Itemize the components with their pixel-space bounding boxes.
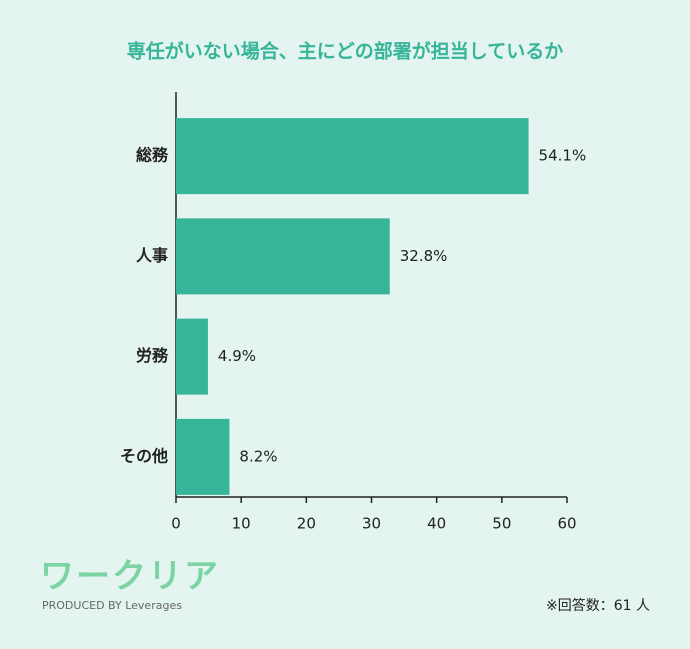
logo-sub: PRODUCED BY Leverages bbox=[42, 599, 182, 612]
x-tick-label: 0 bbox=[171, 515, 181, 533]
y-tick-label: 労務 bbox=[136, 346, 169, 365]
y-tick-label: その他 bbox=[120, 446, 168, 465]
chart-title: 専任がいない場合、主にどの部署が担当しているか bbox=[127, 40, 563, 63]
bar bbox=[176, 318, 208, 395]
value-label: 54.1% bbox=[539, 147, 587, 165]
value-label: 8.2% bbox=[239, 447, 277, 465]
x-tick-label: 10 bbox=[232, 515, 251, 533]
value-label: 32.8% bbox=[400, 247, 448, 265]
bar bbox=[176, 118, 529, 195]
x-tick-label: 20 bbox=[297, 515, 316, 533]
bar bbox=[176, 418, 230, 495]
x-tick-label: 50 bbox=[492, 515, 511, 533]
value-label: 4.9% bbox=[218, 347, 256, 365]
logo: ワークリア bbox=[40, 557, 220, 597]
bar bbox=[176, 218, 390, 295]
x-tick-label: 40 bbox=[427, 515, 446, 533]
y-tick-label: 総務 bbox=[136, 146, 169, 165]
y-tick-label: 人事 bbox=[136, 246, 168, 265]
x-tick-label: 30 bbox=[362, 515, 381, 533]
x-tick-label: 60 bbox=[557, 515, 576, 533]
note: ※回答数：61 人 bbox=[546, 597, 650, 614]
